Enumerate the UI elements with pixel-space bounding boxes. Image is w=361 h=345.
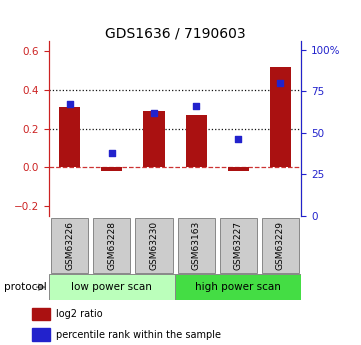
Text: GSM63228: GSM63228	[108, 221, 116, 270]
Bar	[49, 274, 175, 300]
Text: GSM63230: GSM63230	[149, 221, 158, 270]
Bar	[228, 167, 249, 171]
Point	[151, 110, 157, 116]
Bar	[101, 167, 122, 171]
Text: GSM63229: GSM63229	[276, 221, 285, 270]
Point	[235, 137, 241, 142]
Bar	[175, 274, 301, 300]
Text: GSM63227: GSM63227	[234, 221, 243, 270]
Bar	[135, 218, 173, 273]
Text: GSM63163: GSM63163	[192, 221, 201, 270]
Text: GSM63226: GSM63226	[65, 221, 74, 270]
Point	[193, 104, 199, 109]
Text: percentile rank within the sample: percentile rank within the sample	[56, 330, 221, 339]
Bar	[32, 328, 49, 341]
Bar	[51, 218, 88, 273]
Bar	[186, 115, 206, 167]
Bar	[59, 107, 80, 167]
Point	[67, 102, 73, 107]
Bar	[32, 308, 49, 320]
Point	[109, 150, 115, 155]
Text: log2 ratio: log2 ratio	[56, 309, 103, 319]
Bar	[93, 218, 130, 273]
Text: low power scan: low power scan	[71, 282, 152, 292]
Bar	[178, 218, 215, 273]
Bar	[270, 67, 291, 167]
Text: high power scan: high power scan	[195, 282, 281, 292]
Bar	[220, 218, 257, 273]
Text: protocol: protocol	[4, 283, 46, 292]
Bar	[144, 111, 165, 167]
Title: GDS1636 / 7190603: GDS1636 / 7190603	[105, 26, 245, 40]
Point	[278, 80, 283, 86]
Bar	[262, 218, 299, 273]
